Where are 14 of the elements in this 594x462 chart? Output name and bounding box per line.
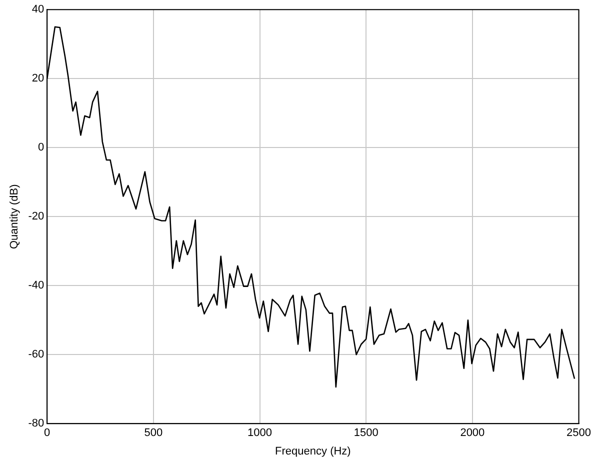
y-tick-label: -80	[28, 418, 44, 430]
y-tick-label: 20	[32, 72, 44, 85]
y-tick-label: -40	[28, 280, 44, 292]
y-tick-label: 40	[32, 4, 44, 16]
x-tick-label: 1500	[354, 427, 378, 440]
x-tick-label: 500	[144, 427, 163, 440]
y-axis-title: Quantity (dB)	[8, 184, 21, 250]
x-tick-label: 2500	[566, 427, 592, 440]
x-tick-label: 1000	[248, 427, 272, 440]
y-tick-label: -20	[28, 210, 44, 223]
y-tick-label: -60	[28, 348, 44, 361]
x-axis-title: Frequency (Hz)	[275, 445, 351, 458]
x-tick-label: 2000	[460, 427, 485, 440]
y-tick-label: 0	[38, 142, 44, 154]
